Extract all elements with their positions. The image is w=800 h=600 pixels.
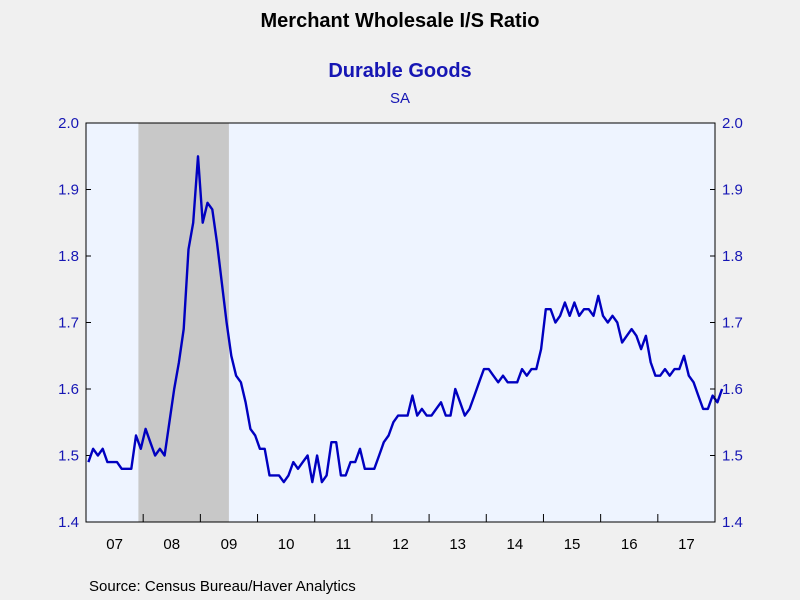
x-tick-label: 07 bbox=[106, 536, 123, 553]
y-tick-label-right: 1.9 bbox=[722, 182, 743, 199]
y-tick-label-left: 1.7 bbox=[58, 315, 79, 332]
y-tick-label-left: 1.9 bbox=[58, 182, 79, 199]
x-tick-label: 11 bbox=[336, 536, 352, 553]
x-tick-label: 16 bbox=[621, 536, 638, 553]
x-tick-label: 13 bbox=[449, 536, 466, 553]
x-tick-label: 14 bbox=[507, 536, 524, 553]
x-tick-label: 15 bbox=[564, 536, 581, 553]
x-tick-label: 17 bbox=[678, 536, 695, 553]
seasonal-adjustment-note: SA bbox=[389, 90, 410, 107]
y-tick-label-right: 2.0 bbox=[722, 115, 743, 132]
source-note: Source: Census Bureau/Haver Analytics bbox=[89, 578, 356, 595]
y-tick-label-right: 1.5 bbox=[722, 448, 743, 465]
y-tick-label-left: 2.0 bbox=[58, 115, 79, 132]
y-tick-label-left: 1.6 bbox=[58, 381, 79, 398]
x-tick-label: 12 bbox=[392, 536, 409, 553]
x-tick-label: 09 bbox=[221, 536, 238, 553]
y-tick-label-left: 1.5 bbox=[58, 448, 79, 465]
chart-subtitle: Durable Goods bbox=[328, 60, 472, 82]
y-tick-label-right: 1.7 bbox=[722, 315, 743, 332]
x-tick-label: 10 bbox=[278, 536, 295, 553]
y-tick-label-right: 1.4 bbox=[722, 514, 743, 531]
x-tick-label: 08 bbox=[163, 536, 180, 553]
y-tick-label-right: 1.8 bbox=[722, 248, 743, 265]
chart-title: Merchant Wholesale I/S Ratio bbox=[260, 10, 540, 32]
y-tick-label-left: 1.8 bbox=[58, 248, 79, 265]
y-tick-label-left: 1.4 bbox=[58, 514, 79, 531]
plot-frame bbox=[85, 122, 716, 523]
y-tick-label-right: 1.6 bbox=[722, 381, 743, 398]
series-line bbox=[87, 155, 724, 484]
